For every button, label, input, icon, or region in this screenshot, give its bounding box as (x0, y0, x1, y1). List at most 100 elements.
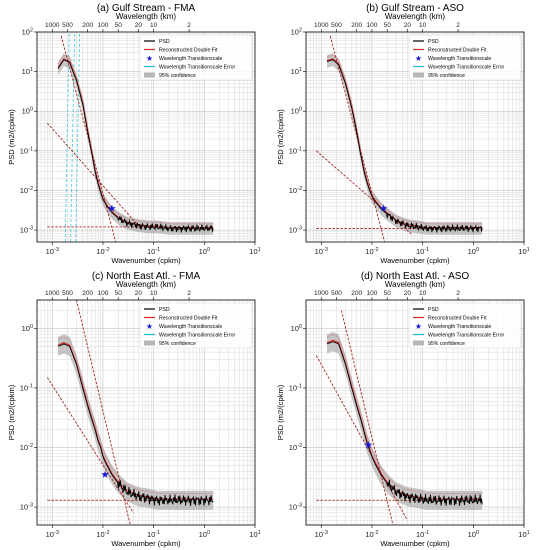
y-tick-label: 10-3 (20, 503, 33, 512)
legend-item: Wavelength Transitionscale Error (413, 333, 504, 339)
legend-swatch-confidence (144, 72, 155, 78)
x-tick-label: 10-3 (46, 247, 59, 256)
legend-item: ★ Wavelength Transitionscale (146, 54, 222, 63)
x-tick-label: 100 (199, 530, 210, 539)
legend-label: PSD (428, 307, 439, 313)
x-axis-label: Wavenumber (cpkm) (111, 539, 181, 548)
x-tick-label: 10-1 (147, 247, 160, 256)
legend-label: Wavelength Transitionscale Error (159, 333, 235, 339)
top-tick-label: 2 (187, 22, 191, 29)
transition-error-line (70, 32, 76, 242)
y-tick-label: 10-2 (20, 186, 33, 195)
plot-frame (36, 31, 256, 243)
legend-label: Wavelength Transitionscale (159, 56, 222, 62)
top-axis-label: Wavelength (km) (116, 12, 177, 21)
y-tick-label: 10-1 (20, 383, 33, 392)
x-tick-label: 101 (518, 247, 529, 256)
x-axis-label: Wavenumber (cpkm) (380, 539, 450, 548)
top-tick-label: 200 (82, 290, 93, 297)
legend-swatch-confidence (144, 340, 155, 346)
legend-label: 95% confidence (428, 73, 465, 79)
y-tick-label: 10-1 (289, 383, 302, 392)
psd-line (57, 343, 214, 506)
psd-line (326, 341, 483, 506)
fit-steep-line (340, 310, 394, 525)
y-tick-label: 101 (22, 67, 33, 76)
chart-title: (d) North East Atl. - ASO (361, 271, 470, 282)
top-tick-label: 200 (82, 22, 93, 29)
plot-frame (305, 31, 525, 243)
top-tick-label: 2 (456, 290, 460, 297)
top-tick-label: 10 (419, 22, 427, 29)
fit-steep-line (76, 300, 131, 525)
top-tick-label: 10 (419, 290, 427, 297)
x-tick-label: 100 (468, 530, 479, 539)
y-tick-label: 100 (291, 324, 302, 333)
y-axis-label: PSD (m2/(cpkm) (276, 384, 285, 440)
psd-line (326, 59, 483, 233)
legend-item: Reconstructed Double Fit (144, 316, 218, 322)
fit-steep-line (60, 35, 117, 242)
x-axis-label: Wavenumber (cpkm) (380, 256, 450, 265)
top-tick-label: 10 (150, 290, 158, 297)
legend-item: Reconstructed Double Fit (413, 48, 487, 54)
legend-star-icon: ★ (146, 54, 153, 63)
y-axis-label: PSD (m2/(cpkm) (7, 109, 16, 165)
legend-label: 95% confidence (159, 73, 196, 79)
chart-panel: 10-3 10-2 10-1 100 10110-310-210-11001011021… (276, 3, 530, 265)
legend-label: PSD (159, 39, 170, 45)
x-tick-label: 10-3 (46, 530, 59, 539)
legend-box (408, 302, 522, 349)
legend-item: Wavelength Transitionscale Error (144, 333, 235, 339)
x-tick-label: 10-2 (96, 247, 109, 256)
x-tick-label: 100 (468, 247, 479, 256)
legend-item: 95% confidence (144, 340, 196, 347)
top-tick-label: 1000 (314, 290, 329, 297)
transition-star (101, 470, 109, 478)
legend-label: Wavelength Transitionscale Error (428, 333, 504, 339)
confidence-band (327, 53, 483, 235)
y-tick-label: 10-2 (20, 443, 33, 452)
fit-shallow-line (46, 377, 134, 514)
x-tick-label: 101 (518, 530, 529, 539)
legend-label: 95% confidence (159, 341, 196, 347)
y-tick-label: 100 (291, 107, 302, 116)
legend-item: 95% confidence (144, 72, 196, 79)
fit-shallow-line (315, 355, 408, 521)
top-tick-label: 1000 (45, 22, 60, 29)
top-tick-label: 500 (331, 22, 342, 29)
plot-content (46, 300, 214, 525)
legend-swatch-confidence (413, 340, 424, 346)
top-tick-label: 200 (351, 290, 362, 297)
plot-content (316, 35, 483, 242)
legend-label: PSD (428, 39, 439, 45)
plot-content (315, 310, 483, 525)
y-axis-label: PSD (m2/(cpkm) (276, 109, 285, 165)
top-tick-label: 500 (62, 290, 73, 297)
top-tick-label: 50 (384, 290, 392, 297)
legend-item: ★ Wavelength Transitionscale (415, 54, 491, 63)
chart-title: (a) Gulf Stream - FMA (97, 3, 196, 14)
chart-title: (c) North East Atl. - FMA (92, 271, 201, 282)
legend-item: Wavelength Transitionscale Error (413, 65, 504, 71)
top-tick-label: 1000 (314, 22, 329, 29)
x-tick-label: 100 (199, 247, 210, 256)
top-tick-label: 1000 (45, 290, 60, 297)
legend-label: Reconstructed Double Fit (159, 316, 218, 322)
x-tick-label: 10-2 (365, 247, 378, 256)
plot-frame (36, 299, 256, 526)
top-tick-label: 2 (187, 290, 191, 297)
top-tick-label: 50 (384, 22, 392, 29)
legend-star-icon: ★ (415, 54, 422, 63)
legend-item: ★ Wavelength Transitionscale (415, 322, 491, 331)
top-tick-label: 10 (150, 22, 158, 29)
top-axis-label: Wavelength (km) (385, 12, 446, 21)
legend-label: Wavelength Transitionscale (428, 56, 491, 62)
transition-star (364, 441, 373, 449)
top-tick-label: 20 (135, 22, 143, 29)
legend: PSD Reconstructed Double Fit ★ Wavelength T… (408, 34, 522, 81)
psd-line (57, 59, 214, 233)
legend: PSD Reconstructed Double Fit ★ Wavelength T… (139, 302, 253, 349)
y-tick-label: 10-3 (20, 226, 33, 235)
legend-star-icon: ★ (146, 322, 153, 331)
